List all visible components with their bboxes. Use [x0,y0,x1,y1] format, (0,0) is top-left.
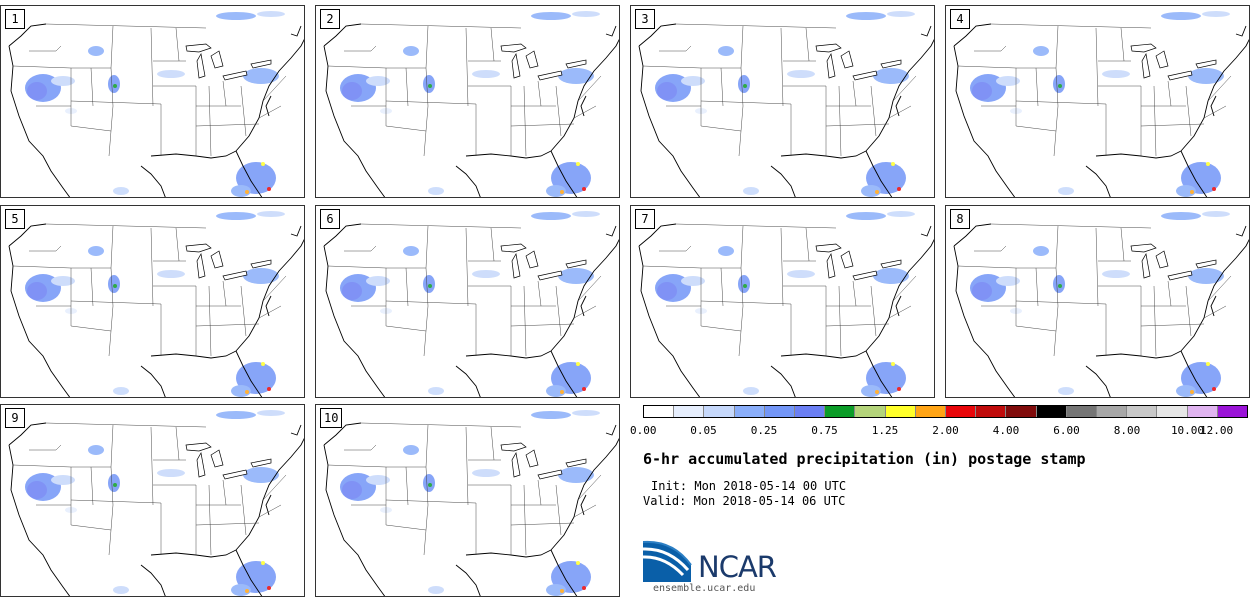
us-map [946,6,1250,198]
map-panel-8: 8 [945,205,1250,398]
site-url[interactable]: ensemble.ucar.edu [653,583,756,594]
member-label: 8 [950,209,970,229]
colorbar-swatch [795,406,826,417]
colorbar-swatch [704,406,735,417]
colorbar-swatch [734,406,765,417]
us-map [1,206,305,398]
us-map [1,6,305,198]
colorbar-swatch [674,406,705,417]
colorbar-swatch [825,406,856,417]
ncar-logo-text: NCAR [698,550,777,584]
map-panel-2: 2 [315,5,620,198]
map-panel-5: 5 [0,205,305,398]
colorbar-swatch [1036,406,1067,417]
us-map [946,206,1250,398]
us-map [631,6,935,198]
colorbar-swatch [885,406,916,417]
map-panel-3: 3 [630,5,935,198]
colorbar-tick-label: 1.25 [871,424,899,437]
colorbar-tick-label: 12.00 [1200,424,1234,437]
colorbar-tick-label: 2.00 [932,424,959,437]
colorbar-tick-label: 10.00 [1170,424,1205,437]
colorbar-swatch [1066,406,1098,417]
valid-time: Valid: Mon 2018-05-14 06 UTC [643,494,846,508]
member-label: 7 [635,209,655,229]
colorbar [643,405,1248,418]
colorbar-tick-label: 8.00 [1113,424,1141,437]
member-label: 6 [320,209,340,229]
colorbar-swatch [644,406,675,417]
us-map [316,405,620,597]
colorbar-tick-label: 0.00 [630,424,657,437]
member-label: 2 [320,9,340,29]
colorbar-swatch [1187,406,1218,417]
us-map [1,405,305,597]
map-panel-7: 7 [630,205,935,398]
map-panel-1: 1 [0,5,305,198]
member-label: 3 [635,9,655,29]
colorbar-swatch [915,406,947,417]
map-panel-10: 10 [315,404,620,597]
colorbar-swatch [764,406,796,417]
map-panel-6: 6 [315,205,620,398]
colorbar-swatch [976,406,1007,417]
us-map [316,6,620,198]
colorbar-swatch [1006,406,1037,417]
map-panel-4: 4 [945,5,1250,198]
forecast-times: Init: Mon 2018-05-14 00 UTC Valid: Mon 2… [643,479,846,509]
init-time: Init: Mon 2018-05-14 00 UTC [651,479,847,493]
colorbar-tick-label: 4.00 [992,424,1020,437]
us-map [631,206,935,398]
member-label: 9 [5,408,25,428]
colorbar-swatch [855,406,886,417]
member-label: 4 [950,9,970,29]
colorbar-tick-label: 0.05 [690,424,717,437]
map-panel-9: 9 [0,404,305,597]
colorbar-tick-label: 0.25 [750,424,778,437]
colorbar-swatch [1097,406,1128,417]
colorbar-tick-label: 6.00 [1053,424,1080,437]
member-label: 5 [5,209,25,229]
us-map [316,206,620,398]
chart-title: 6-hr accumulated precipitation (in) post… [643,450,1086,468]
colorbar-swatch [1157,406,1188,417]
member-label: 10 [320,408,343,428]
member-label: 1 [5,9,25,29]
colorbar-swatch [1217,406,1248,417]
colorbar-swatch [1127,406,1158,417]
colorbar-tick-label: 0.75 [811,424,838,437]
ncar-logo-icon [643,540,692,582]
colorbar-swatch [946,406,977,417]
